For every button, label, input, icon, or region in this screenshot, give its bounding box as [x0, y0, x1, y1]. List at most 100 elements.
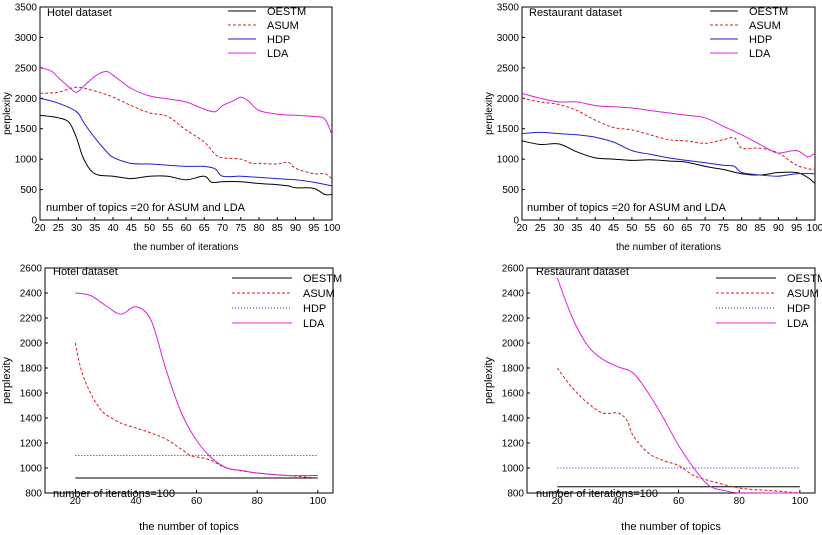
y-tick-label: 2600: [20, 264, 43, 275]
chart-3: 800 1000 1200 1400 1600 1800 2000 2200 2400 2600 2…: [1, 264, 342, 534]
y-tick-label: 800: [507, 489, 524, 500]
y-tick-label: 0: [31, 216, 37, 227]
chart-title: Restaurant dataset: [536, 266, 629, 278]
x-tick-label: 65: [199, 223, 211, 234]
legend-label: ASUM: [749, 20, 781, 32]
y-tick-label: 1400: [502, 414, 525, 425]
series-line-lda: [39, 67, 333, 136]
y-tick-label: 1800: [20, 364, 43, 375]
chart-2: 0 500 1000 1500 2000 2500 3000 3500 20 25 30 35 40 45…: [484, 3, 822, 254]
chart-title: Hotel dataset: [53, 266, 118, 278]
legend-label: HDP: [303, 303, 326, 315]
y-tick-label: 2200: [20, 314, 43, 325]
y-tick-label: 1000: [15, 155, 38, 166]
legend-label: OESTM: [749, 6, 788, 18]
x-tick-label: 70: [217, 223, 229, 234]
y-tick-label: 2000: [502, 339, 525, 350]
y-tick-label: 1600: [502, 389, 525, 400]
legend-label: OESTM: [267, 6, 306, 18]
series-line-oestm: [521, 140, 816, 184]
legend-label: LDA: [267, 48, 289, 60]
x-tick-label: 40: [130, 496, 142, 507]
x-tick-label: 20: [34, 223, 46, 234]
x-tick-label: 35: [89, 223, 101, 234]
x-tick-label: 55: [645, 223, 657, 234]
y-tick-label: 3500: [497, 3, 520, 14]
series-line-hdp: [521, 131, 816, 177]
series-line-asum: [39, 86, 333, 180]
chart-annotation: number of iterations=100: [53, 488, 175, 500]
x-tick-label: 25: [535, 223, 547, 234]
x-tick-label: 45: [608, 223, 620, 234]
x-tick-label: 30: [553, 223, 565, 234]
x-tick-label: 50: [626, 223, 638, 234]
y-tick-label: 1500: [497, 124, 520, 135]
x-tick-label: 100: [324, 223, 341, 234]
chart-annotation: number of topics =20 for ASUM and LDA: [527, 202, 727, 214]
series-line-asum: [74, 342, 318, 479]
x-tick-label: 95: [308, 223, 320, 234]
x-tick-label: 80: [734, 496, 746, 507]
series-line-lda: [75, 292, 318, 477]
legend-label: ASUM: [787, 288, 819, 300]
x-tick-label: 20: [516, 223, 528, 234]
x-tick-label: 65: [681, 223, 693, 234]
legend-label: LDA: [787, 318, 809, 330]
chart-annotation: number of topics =20 for ASUM and LDA: [46, 202, 246, 214]
series-line-lda: [521, 92, 816, 158]
y-tick-label: 1800: [502, 364, 525, 375]
y-tick-label: 3500: [15, 3, 38, 14]
y-tick-label: 2000: [15, 94, 38, 105]
x-tick-label: 20: [70, 496, 82, 507]
legend-label: ASUM: [303, 288, 335, 300]
y-tick-label: 1200: [502, 439, 525, 450]
y-tick-label: 1400: [20, 414, 43, 425]
x-tick-label: 80: [253, 223, 265, 234]
x-axis-label: the number of topics: [621, 521, 721, 533]
legend-label: HDP: [787, 303, 810, 315]
legend-label: LDA: [303, 318, 325, 330]
x-tick-label: 60: [180, 223, 192, 234]
y-tick-label: 0: [513, 216, 519, 227]
x-tick-label: 40: [590, 223, 602, 234]
y-tick-label: 2500: [15, 63, 38, 74]
legend-label: LDA: [749, 48, 771, 60]
plot-frame: [526, 267, 816, 494]
y-axis-label: perplexity: [483, 356, 495, 404]
y-tick-label: 500: [20, 185, 37, 196]
x-tick-label: 85: [272, 223, 284, 234]
y-axis-label: perplexity: [484, 92, 495, 135]
chart-4: 800 1000 1200 1400 1600 1800 2000 2200 2400 2600 2…: [483, 264, 822, 534]
series-line-asum: [556, 367, 800, 494]
legend-label: ASUM: [267, 20, 299, 32]
x-tick-label: 30: [71, 223, 83, 234]
x-tick-label: 70: [700, 223, 712, 234]
y-axis-label: perplexity: [1, 356, 13, 404]
x-tick-label: 35: [571, 223, 583, 234]
y-tick-label: 1600: [20, 389, 43, 400]
x-tick-label: 20: [552, 496, 564, 507]
legend-label: HDP: [749, 34, 772, 46]
x-tick-label: 80: [252, 496, 264, 507]
y-tick-label: 1500: [15, 124, 38, 135]
x-axis-label: the number of iterations: [133, 242, 238, 253]
x-tick-label: 95: [791, 223, 803, 234]
legend-label: OESTM: [787, 273, 822, 285]
series-line-oestm: [39, 114, 333, 196]
chart-annotation: number of iterations=100: [536, 488, 658, 500]
x-tick-label: 90: [290, 223, 302, 234]
x-tick-label: 55: [162, 223, 174, 234]
x-tick-label: 60: [191, 496, 203, 507]
x-tick-label: 60: [663, 223, 675, 234]
y-tick-label: 2500: [497, 63, 520, 74]
x-tick-label: 75: [718, 223, 730, 234]
y-tick-label: 2400: [20, 289, 43, 300]
y-tick-label: 2000: [497, 94, 520, 105]
x-tick-label: 85: [755, 223, 767, 234]
y-tick-label: 1000: [502, 464, 525, 475]
x-tick-label: 90: [773, 223, 785, 234]
y-tick-label: 2000: [20, 339, 43, 350]
series-line-asum: [521, 97, 816, 171]
x-axis-label: the number of iterations: [616, 242, 721, 253]
